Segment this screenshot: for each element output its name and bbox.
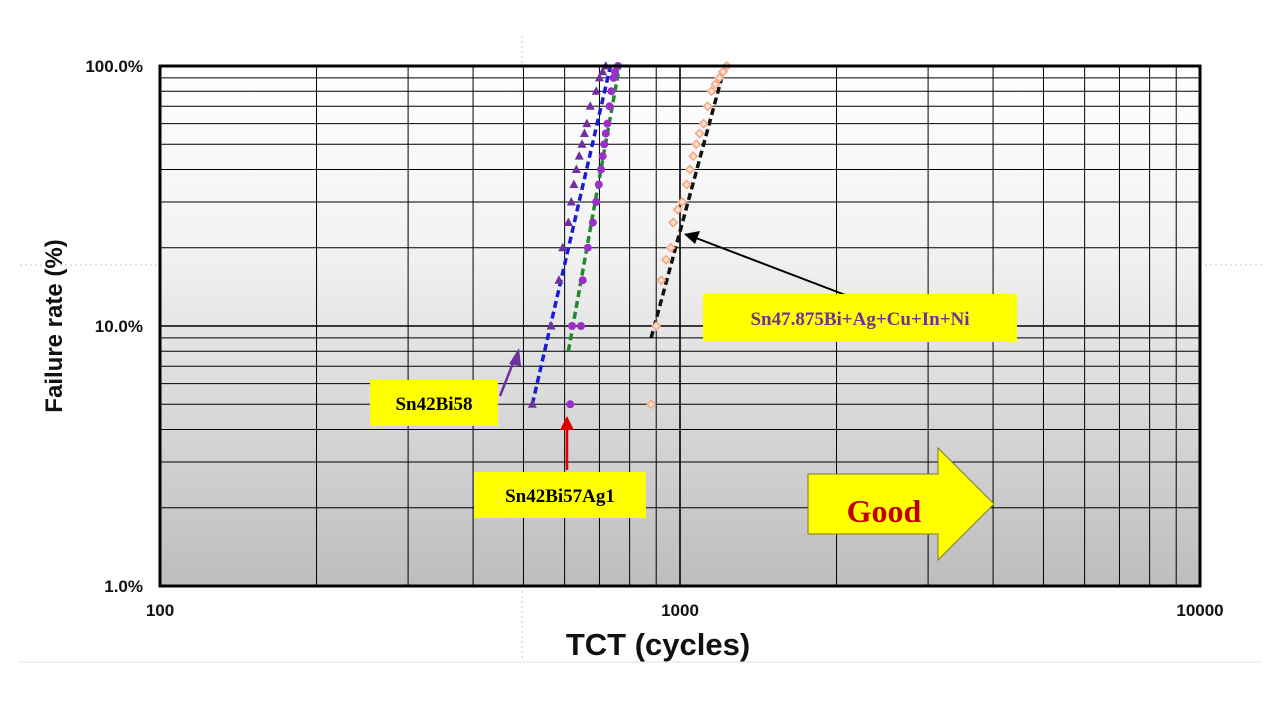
data-point-series-0 <box>591 86 601 95</box>
fit-line-series-1 <box>566 65 622 352</box>
arrow-sn42bi58-head <box>509 348 521 366</box>
data-point-series-2 <box>656 275 667 286</box>
good-arrow-shape <box>807 446 995 562</box>
x-tick-label: 1000 <box>661 601 699 620</box>
y-tick-label: 10.0% <box>95 317 143 336</box>
data-point-series-2 <box>717 66 729 77</box>
data-point-series-0 <box>582 118 592 128</box>
data-point-series-2 <box>706 86 717 97</box>
fit-line-series-2 <box>649 65 727 339</box>
y-axis-title: Failure rate (%) <box>41 239 68 412</box>
x-axis-title: TCT (cycles) <box>566 627 750 662</box>
data-point-series-2 <box>714 72 725 83</box>
data-point-series-2 <box>677 196 688 208</box>
data-point-series-0 <box>594 72 604 82</box>
label-sn42bi57ag1-text: Sn42Bi57Ag1 <box>505 486 615 507</box>
data-point-series-1 <box>566 400 575 409</box>
data-point-series-2 <box>710 79 721 90</box>
data-point-series-1 <box>601 129 610 138</box>
data-point-series-0 <box>574 151 584 160</box>
data-points <box>527 60 732 410</box>
data-point-series-2 <box>688 151 699 162</box>
data-point-series-2 <box>672 204 683 215</box>
data-point-series-2 <box>651 320 662 332</box>
data-point-series-1 <box>605 102 614 111</box>
data-point-series-1 <box>594 180 603 189</box>
label-sn47875bi-text: Sn47.875Bi+Ag+Cu+In+Ni <box>750 309 969 330</box>
data-point-series-1 <box>600 140 609 149</box>
data-point-series-0 <box>566 196 576 206</box>
data-point-series-0 <box>598 66 608 76</box>
data-point-series-2 <box>694 128 705 139</box>
data-point-series-2 <box>668 217 679 228</box>
data-point-series-1 <box>609 73 618 82</box>
data-point-series-0 <box>579 128 589 138</box>
data-point-series-0 <box>577 139 587 148</box>
data-point-series-2 <box>646 399 657 410</box>
data-point-series-1 <box>588 218 597 227</box>
data-point-series-1 <box>603 119 612 128</box>
data-point-series-2 <box>698 118 709 129</box>
y-tick-labels: 1.0% 10.0% 100.0% <box>85 57 143 596</box>
good-arrow-text: Good <box>847 493 922 529</box>
x-tick-labels: 100 1000 10000 <box>146 601 1224 620</box>
data-point-series-2 <box>691 139 702 150</box>
data-point-series-2 <box>660 254 672 265</box>
data-point-series-1 <box>578 276 587 285</box>
label-sn42bi57ag1: Sn42Bi57Ag1 <box>474 472 646 518</box>
plot-frame <box>158 64 1202 588</box>
label-sn47875bi: Sn47.875Bi+Ag+Cu+In+Ni <box>703 294 1017 342</box>
data-point-series-1 <box>607 87 616 96</box>
fit-line-series-0 <box>530 65 613 405</box>
data-point-series-0 <box>558 242 568 252</box>
data-point-series-1 <box>597 165 606 174</box>
data-point-series-0 <box>569 179 579 189</box>
data-point-series-0 <box>527 399 537 408</box>
arrow-sn42bi57ag1-head <box>560 416 574 430</box>
data-point-series-1 <box>568 322 577 330</box>
data-point-series-0 <box>585 101 595 110</box>
label-sn42bi58: Sn42Bi58 <box>370 380 498 426</box>
data-point-series-1 <box>592 197 601 206</box>
label-sn42bi58-text: Sn42Bi58 <box>395 394 472 415</box>
data-point-series-2 <box>702 101 713 112</box>
fit-lines <box>530 65 727 405</box>
data-point-series-1 <box>583 243 592 252</box>
data-point-series-0 <box>571 164 581 173</box>
data-point-series-2 <box>681 179 692 190</box>
y-tick-label: 1.0% <box>104 577 143 596</box>
good-arrow: Good <box>807 446 995 562</box>
data-point-series-0 <box>554 275 564 284</box>
data-point-series-0 <box>546 321 556 330</box>
data-point-series-1 <box>576 322 585 330</box>
data-point-series-2 <box>684 164 696 175</box>
annotation-arrows <box>498 231 849 470</box>
x-tick-label: 100 <box>146 601 174 620</box>
y-tick-label: 100.0% <box>85 57 143 76</box>
x-tick-label: 10000 <box>1176 601 1223 620</box>
grid <box>160 66 1200 586</box>
data-point-series-2 <box>665 242 676 253</box>
data-point-series-1 <box>598 152 607 161</box>
arrow-sn47875bi <box>695 237 849 297</box>
arrow-sn47875bi-head <box>684 231 700 244</box>
data-point-series-0 <box>563 217 573 227</box>
